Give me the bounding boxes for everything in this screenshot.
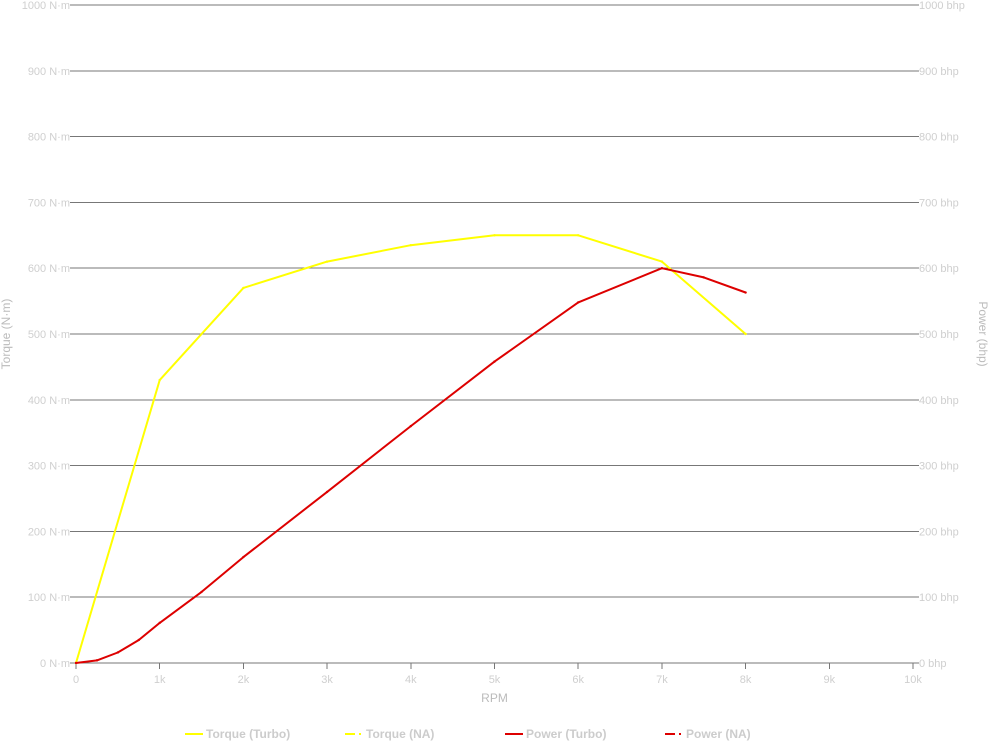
x-tick-label: 6k — [572, 674, 584, 686]
x-tick-label: 0 — [73, 674, 79, 686]
legend-label-torque-turbo: Torque (Turbo) — [206, 727, 290, 741]
y-right-tick-label: 0 bhp — [919, 658, 947, 670]
y-left-tick-label: 0 N·m — [40, 658, 70, 670]
y-left-tick-label: 600 N·m — [28, 263, 70, 275]
data-point-power-turbo — [660, 267, 664, 270]
data-point-torque-turbo — [744, 332, 747, 336]
series-line-power-turbo — [75, 267, 747, 664]
y-right-tick-label: 700 bhp — [919, 197, 959, 209]
data-point-torque-turbo — [409, 243, 412, 247]
x-tick-label: 1k — [154, 674, 166, 686]
y-left-axis-title: Torque (N·m) — [0, 299, 13, 370]
y-right-tick-label: 300 bhp — [919, 461, 959, 473]
y-right-tick-label: 900 bhp — [919, 66, 959, 78]
data-point-power-turbo — [137, 638, 140, 642]
series-line-torque-turbo — [75, 234, 747, 664]
data-point-torque-turbo — [325, 260, 329, 263]
y-left-tick-label: 800 N·m — [28, 132, 70, 144]
data-point-power-turbo — [95, 659, 99, 662]
x-tick-label: 7k — [656, 674, 668, 686]
y-left-tick-label: 400 N·m — [28, 395, 70, 407]
data-point-power-turbo — [325, 490, 329, 494]
y-left-tick-label: 200 N·m — [28, 526, 70, 538]
y-right-tick-label: 100 bhp — [919, 592, 959, 604]
data-point-torque-turbo — [493, 234, 496, 237]
y-right-tick-label: 800 bhp — [919, 132, 959, 144]
data-point-power-turbo — [409, 424, 412, 428]
y-left-tick-label: 700 N·m — [28, 197, 70, 209]
data-point-torque-turbo — [577, 234, 580, 237]
x-tick-label: 5k — [489, 674, 501, 686]
y-right-tick-label: 400 bhp — [919, 395, 959, 407]
data-point-power-turbo — [702, 276, 705, 279]
data-point-power-turbo — [158, 621, 161, 625]
y-left-tick-label: 300 N·m — [28, 461, 70, 473]
y-right-tick-label: 600 bhp — [919, 263, 959, 275]
y-left-tick-label: 100 N·m — [28, 592, 70, 604]
data-point-power-turbo — [493, 360, 496, 363]
data-point-power-turbo — [242, 555, 245, 559]
y-right-tick-label: 200 bhp — [919, 526, 959, 538]
legend-label-torque-na: Torque (NA) — [366, 727, 434, 741]
y-right-tick-label: 1000 bhp — [919, 0, 965, 12]
data-point-power-turbo — [744, 291, 747, 294]
data-point-torque-turbo — [242, 286, 245, 290]
y-left-tick-label: 900 N·m — [28, 66, 70, 78]
data-point-power-turbo — [200, 590, 203, 594]
x-tick-label: 2k — [238, 674, 250, 686]
y-left-tick-label: 500 N·m — [28, 329, 70, 341]
data-point-power-turbo — [577, 301, 580, 304]
x-tick-label: 9k — [823, 674, 835, 686]
y-right-tick-label: 500 bhp — [919, 329, 959, 341]
legend-label-power-na: Power (NA) — [686, 727, 751, 741]
legend-label-power-turbo: Power (Turbo) — [526, 727, 606, 741]
data-point-torque-turbo — [158, 378, 161, 382]
data-point-power-turbo — [74, 661, 78, 665]
data-point-power-turbo — [116, 651, 120, 654]
x-tick-label: 10k — [904, 674, 922, 686]
x-tick-label: 4k — [405, 674, 417, 686]
x-tick-label: 8k — [740, 674, 752, 686]
x-tick-label: 3k — [321, 674, 333, 686]
x-axis-title: RPM — [481, 691, 508, 705]
data-point-torque-turbo — [660, 260, 664, 263]
y-left-tick-label: 1000 N·m — [22, 0, 70, 12]
y-right-axis-title: Power (bhp) — [976, 301, 988, 366]
